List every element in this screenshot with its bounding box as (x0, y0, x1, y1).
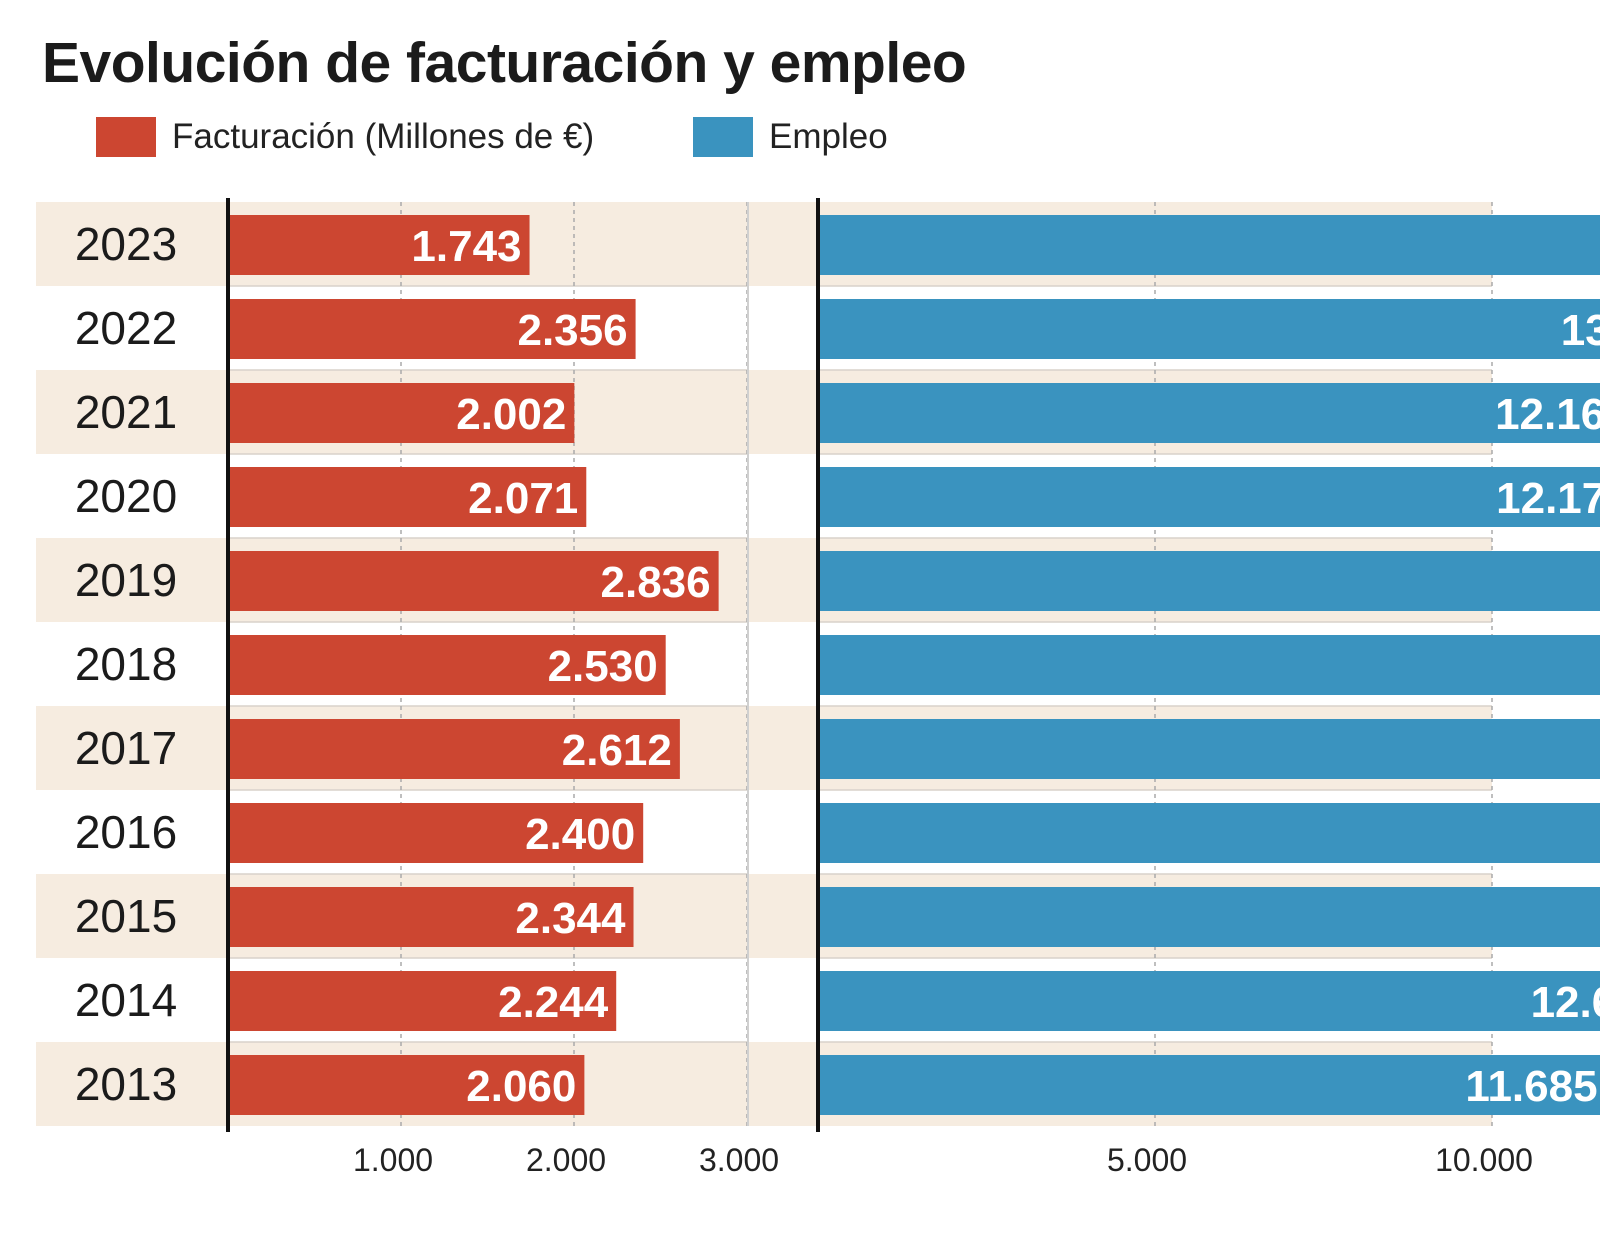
data-label: 13.136 (1561, 306, 1600, 355)
bar-facturacion (228, 215, 530, 275)
legend-label-empleo: Empleo (769, 117, 888, 156)
bar-empleo (818, 1055, 1600, 1115)
y-tick-label: 2020 (75, 470, 177, 522)
y-tick-label: 2019 (75, 554, 177, 606)
bar-facturacion (228, 887, 634, 947)
bar-empleo (818, 215, 1600, 275)
legend-label-facturacion: Facturación (Millones de €) (172, 117, 595, 156)
chart-title: Evolución de facturación y empleo (42, 31, 967, 95)
y-tick-label: 2016 (75, 806, 177, 858)
data-label: 2.244 (498, 978, 609, 1027)
data-label: 2.344 (515, 894, 626, 943)
bars (228, 215, 1600, 1115)
bar-empleo (818, 299, 1600, 359)
x-tick-label: 5.000 (1107, 1142, 1187, 1178)
data-label: 2.400 (525, 810, 635, 859)
y-tick-label: 2022 (75, 302, 177, 354)
data-label: 2.612 (562, 726, 672, 775)
bar-facturacion (228, 719, 680, 779)
data-label: 2.071 (468, 474, 578, 523)
x-tick-label: 3.000 (699, 1142, 779, 1178)
y-tick-label: 2015 (75, 890, 177, 942)
x-tick-label: 10.000 (1435, 1142, 1533, 1178)
data-label: 2.060 (466, 1062, 576, 1111)
data-label: 12.688 (1531, 978, 1600, 1027)
data-label: 12.161 (1495, 390, 1600, 439)
data-label: 2.356 (517, 306, 627, 355)
y-tick-label: 2021 (75, 386, 177, 438)
bar-facturacion (228, 467, 587, 527)
legend-item-empleo: Empleo (693, 115, 888, 159)
labels: 1.000 2.000 3.000 1.743 2.356 2.002 2.071 2.836… (75, 218, 1600, 1178)
data-label: 1.743 (411, 222, 521, 271)
y-tick-label: 2023 (75, 218, 177, 270)
bar-empleo (818, 467, 1600, 527)
y-tick-label: 2013 (75, 1058, 177, 1110)
y-tick-label: 2017 (75, 722, 177, 774)
data-label: 2.530 (548, 642, 658, 691)
bar-facturacion (228, 635, 666, 695)
legend-item-facturacion: Facturación (Millones de €) (96, 115, 594, 159)
data-label: 2.002 (456, 390, 566, 439)
bar-facturacion (228, 299, 636, 359)
legend-swatch-empleo (693, 117, 753, 157)
axes (226, 198, 820, 1132)
bar-empleo (818, 635, 1600, 695)
bar-empleo (818, 719, 1600, 779)
bar-empleo (818, 803, 1600, 863)
x-tick-label: 1.000 (353, 1142, 433, 1178)
bar-facturacion (228, 551, 719, 611)
data-label: 2.836 (601, 558, 711, 607)
x-tick-label: 2.000 (526, 1142, 606, 1178)
bar-empleo (818, 971, 1600, 1031)
y-tick-label: 2018 (75, 638, 177, 690)
bar-empleo (818, 551, 1600, 611)
bar-empleo (818, 383, 1600, 443)
bar-facturacion (228, 803, 644, 863)
legend-swatch-facturacion (96, 117, 156, 157)
y-tick-label: 2014 (75, 974, 177, 1026)
data-label: 12.177 (1496, 474, 1600, 523)
bar-empleo (818, 887, 1600, 947)
bar-facturacion (228, 971, 617, 1031)
bar-facturacion (228, 1055, 585, 1115)
data-label: 11.685 (1465, 1062, 1597, 1111)
bar-facturacion (228, 383, 575, 443)
